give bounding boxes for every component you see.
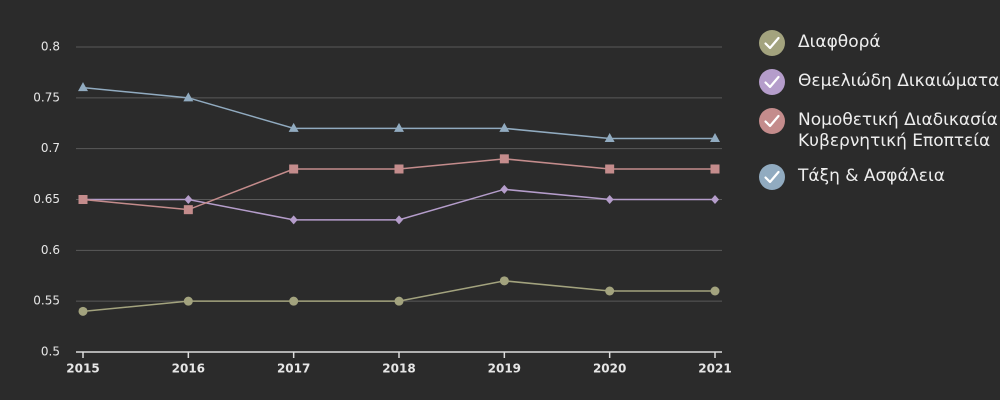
check: [764, 75, 780, 89]
legend-item[interactable]: Διαφθορά: [758, 30, 1000, 57]
marker: [289, 215, 298, 225]
legend-label: Διαφθορά: [798, 32, 881, 52]
legend-icon: [759, 69, 785, 95]
y-tick-label: 0.8: [41, 40, 60, 54]
marker: [710, 164, 720, 174]
marker: [394, 122, 404, 132]
check: [764, 170, 780, 184]
y-tick-label: 0.7: [41, 141, 60, 155]
legend-icon: [759, 108, 785, 134]
y-tick-label: 0.5: [41, 345, 60, 359]
marker: [395, 215, 403, 225]
x-tick-label: 2015: [66, 362, 99, 376]
marker: [499, 122, 510, 132]
x-tick-label: 2018: [382, 362, 415, 376]
x-tick-label: 2019: [488, 362, 521, 376]
legend-label: Θεμελιώδη Δικαιώματα: [798, 71, 1000, 91]
y-tick-label: 0.65: [33, 192, 60, 206]
legend-item[interactable]: Τάξη & Ασφάλεια: [758, 164, 1000, 191]
legend-label: Νομοθετική Διαδικασία Κυβερνητική Εποπτε…: [798, 110, 998, 151]
y-tick-label: 0.75: [33, 90, 60, 104]
marker: [394, 296, 404, 306]
marker: [183, 92, 194, 102]
series: [78, 154, 720, 215]
y-tick-label: 0.55: [33, 294, 60, 308]
legend-item[interactable]: Θεμελιώδη Δικαιώματα: [758, 69, 1000, 96]
marker: [500, 184, 509, 194]
check: [764, 114, 780, 128]
x-tick-label: 2017: [277, 362, 310, 376]
marker: [605, 164, 615, 174]
marker: [289, 164, 299, 174]
legend-item[interactable]: Νομοθετική Διαδικασία Κυβερνητική Εποπτε…: [758, 108, 1000, 152]
marker: [78, 82, 88, 92]
chart: 0.5 0.55 0.6 0.65 0.7 0.75 0.8 2015 2016 2017 2018…: [33, 40, 731, 376]
line: [83, 188, 715, 221]
y-tick-label: 0.6: [41, 243, 60, 257]
series: [78, 82, 720, 142]
legend-swatch: [759, 30, 785, 56]
legend-swatch: [759, 108, 785, 134]
marker: [78, 195, 88, 204]
marker: [499, 154, 509, 164]
marker: [710, 286, 720, 296]
x-tick-label: 2021: [698, 362, 731, 376]
marker: [605, 286, 615, 296]
marker: [604, 133, 615, 142]
marker: [183, 205, 193, 215]
line: [82, 280, 715, 313]
marker: [183, 296, 193, 306]
marker: [499, 276, 509, 286]
marker: [288, 122, 299, 132]
x-tick-label: 2020: [593, 362, 626, 376]
check: [764, 36, 780, 50]
marker: [394, 164, 404, 174]
legend-icon: [759, 164, 785, 190]
legend-swatch: [759, 69, 785, 95]
marker: [605, 195, 614, 204]
marker: [711, 195, 719, 204]
legend-swatch: [759, 164, 785, 190]
legend-icon: [759, 30, 785, 56]
marker: [710, 133, 720, 142]
marker: [78, 306, 88, 316]
x-tick-label: 2016: [172, 362, 205, 376]
legend: Διαφθορά Θεμελιώδη Δικαιώματα Νομοθετική Δ…: [758, 30, 1000, 205]
series: [79, 184, 719, 225]
marker: [184, 195, 193, 204]
legend-label: Τάξη & Ασφάλεια: [798, 166, 945, 186]
series: [78, 276, 720, 316]
marker: [289, 296, 299, 306]
